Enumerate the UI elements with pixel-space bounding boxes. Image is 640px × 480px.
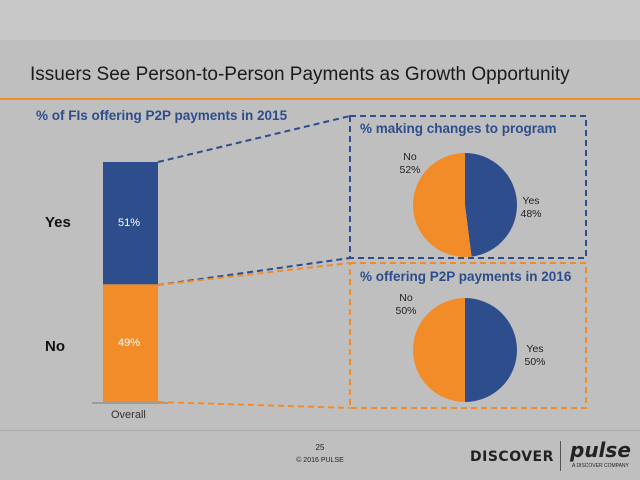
top-band [0, 0, 640, 40]
pie2-title: % offering P2P payments in 2016 [360, 269, 572, 284]
bar-yes-segment [103, 162, 158, 285]
logo-divider [560, 441, 561, 471]
discover-logo: DISCOVER [470, 449, 554, 465]
pie1-slice-no [413, 153, 472, 257]
pulse-tagline: A DISCOVER COMPANY [572, 463, 629, 469]
pie2-slice-no [413, 298, 465, 402]
pie1-no-label: No 52% [399, 151, 421, 176]
row-label-no: No [45, 338, 65, 355]
connector-yes-top [157, 115, 351, 163]
discover-logo-text: DISCOVER [470, 449, 554, 465]
connector-yes-bottom [157, 257, 351, 286]
bar-no-segment [103, 284, 158, 402]
bar-chart-title: % of FIs offering P2P payments in 2015 [36, 108, 288, 123]
pulse-logo: pulse [570, 438, 631, 462]
pie1-yes-label: Yes 48% [520, 195, 542, 220]
pie2-slice-yes [465, 298, 517, 402]
bar-no-value-label: 49% [118, 337, 141, 349]
row-label-yes: Yes [45, 214, 71, 231]
pie1-title: % making changes to program [360, 121, 557, 136]
pie2-no-label: No 50% [395, 292, 417, 317]
bar-category-label: Overall [111, 409, 146, 421]
title-divider [0, 98, 640, 100]
pie1-dashed-box [349, 115, 587, 259]
pie2 [413, 298, 517, 402]
copyright-text: © 2016 PULSE [296, 457, 344, 464]
pie2-yes-label: Yes 50% [524, 343, 546, 368]
slide-title: Issuers See Person-to-Person Payments as… [30, 64, 570, 85]
footer-divider [0, 430, 640, 431]
pie1 [413, 153, 518, 257]
page-number: 25 [315, 443, 325, 452]
connector-no-bottom [157, 401, 351, 409]
bar-yes-value-label: 51% [118, 217, 141, 229]
connector-no-top [157, 262, 351, 286]
pie1-slice-yes [465, 153, 518, 257]
